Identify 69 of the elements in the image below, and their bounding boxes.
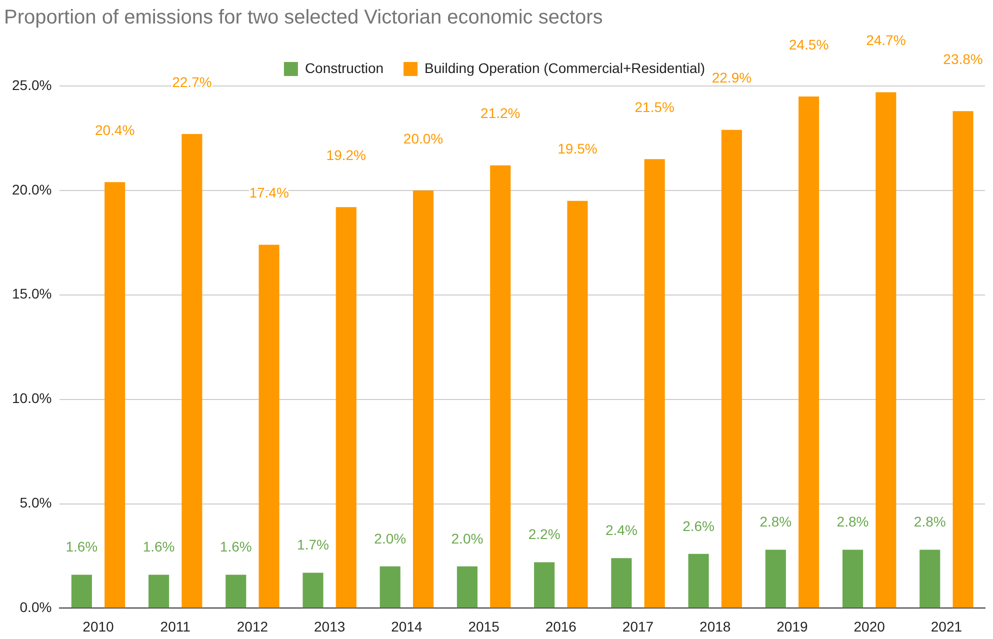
data-label: 1.6% <box>142 538 175 555</box>
bar <box>798 96 820 608</box>
data-label: 2.8% <box>914 514 946 530</box>
bar <box>71 574 92 608</box>
bar <box>952 111 974 608</box>
bar <box>567 200 588 608</box>
x-tick-label: 2019 <box>776 618 808 634</box>
bar <box>182 134 202 608</box>
data-label: 1.6% <box>220 538 252 555</box>
bar <box>534 562 555 608</box>
data-label: 22.7% <box>172 74 212 90</box>
x-tick-label: 2011 <box>160 618 191 634</box>
x-tick-label: 2018 <box>700 618 731 634</box>
y-tick-label: 25.0% <box>12 76 52 93</box>
y-tick-label: 10.0% <box>12 390 52 406</box>
legend-label: Construction <box>304 60 384 76</box>
y-tick-label: 20.0% <box>12 181 52 198</box>
data-label: 20.4% <box>94 122 135 138</box>
data-label: 21.2% <box>480 105 520 122</box>
data-label: 17.4% <box>249 184 289 201</box>
bar <box>148 574 170 608</box>
data-label: 22.9% <box>712 70 752 86</box>
bar <box>721 130 742 608</box>
data-label: 24.7% <box>866 32 906 48</box>
chart-title: Proportion of emissions for two selected Victorian economic sectors <box>4 6 603 29</box>
bar <box>226 574 246 608</box>
bar <box>611 558 632 608</box>
data-label: 2.8% <box>760 514 792 530</box>
x-tick-label: 2015 <box>468 618 500 634</box>
data-label: 1.7% <box>297 536 329 553</box>
data-label: 19.2% <box>326 147 366 164</box>
bar <box>380 566 400 608</box>
bar <box>765 550 786 608</box>
x-tick-label: 2010 <box>82 618 114 634</box>
data-label: 2.0% <box>451 530 484 546</box>
bar <box>104 182 126 608</box>
bar <box>842 550 864 608</box>
data-label: 2.2% <box>528 526 560 542</box>
bar <box>490 165 511 608</box>
data-label: 23.8% <box>943 50 983 67</box>
y-tick-label: 15.0% <box>12 286 52 302</box>
data-label: 2.6% <box>682 518 714 534</box>
bar <box>456 566 478 608</box>
bar <box>302 572 324 608</box>
bar <box>644 159 665 608</box>
data-label: 21.5% <box>634 98 674 115</box>
x-tick-label: 2021 <box>930 618 962 634</box>
data-label: 2.4% <box>605 522 638 538</box>
y-tick-label: 0.0% <box>20 599 52 616</box>
y-tick-label: 5.0% <box>20 494 52 511</box>
data-label: 2.8% <box>836 514 869 530</box>
x-tick-label: 2017 <box>622 618 654 634</box>
bar <box>920 550 940 608</box>
x-tick-label: 2014 <box>391 618 422 634</box>
data-label: 1.6% <box>66 538 98 555</box>
x-tick-label: 2016 <box>545 618 577 634</box>
data-label: 20.0% <box>403 130 444 146</box>
data-label: 2.0% <box>374 530 406 546</box>
bar <box>688 554 709 608</box>
x-tick-label: 2013 <box>314 618 346 634</box>
x-tick-label: 2012 <box>236 618 268 634</box>
x-tick-label: 2020 <box>854 618 886 634</box>
bar <box>876 92 896 608</box>
data-label: 19.5% <box>558 140 598 157</box>
data-label: 24.5% <box>788 36 829 52</box>
bar <box>258 244 280 608</box>
bar <box>412 190 434 608</box>
bar <box>336 207 356 608</box>
legend-label: Building Operation (Commercial+Residential) <box>424 60 706 76</box>
